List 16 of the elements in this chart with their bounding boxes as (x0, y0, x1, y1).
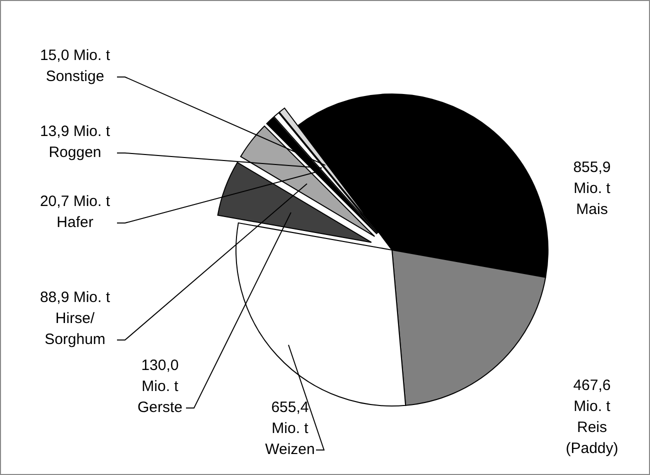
slice-label: Gerste (137, 399, 183, 416)
data-label: 15,0 Mio. t (40, 47, 111, 64)
slice-label: Roggen (48, 144, 102, 161)
data-label: 467,6 Mio. t (573, 377, 612, 415)
data-label: 13,9 Mio. t (40, 123, 111, 140)
slice-label: Mais (576, 201, 608, 218)
slice-label: Hirse/Sorghum (44, 310, 106, 348)
data-label: 88,9 Mio. t (40, 289, 111, 306)
slice-label: Weizen (265, 441, 315, 458)
data-label: 130,0 Mio. t (141, 357, 180, 395)
data-label: 855,9 Mio. t (573, 159, 612, 197)
slice-label: Sonstige (46, 68, 104, 85)
slice-label: Hafer (56, 214, 94, 231)
slice-label: Reis (Paddy) (566, 419, 618, 457)
data-label: 655,4 Mio. t (271, 399, 310, 437)
data-label: 20,7 Mio. t (40, 193, 111, 210)
